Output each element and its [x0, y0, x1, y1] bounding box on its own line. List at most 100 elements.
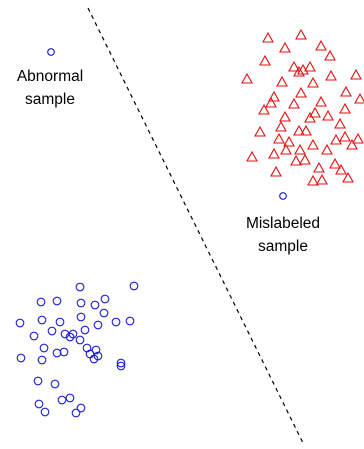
- triangle-point: [279, 41, 291, 53]
- circle-point: [116, 361, 126, 371]
- triangle-point: [309, 106, 321, 118]
- circle-point: [76, 298, 86, 308]
- circle-point: [57, 395, 67, 405]
- triangle-point: [276, 75, 288, 87]
- circle-point: [33, 376, 43, 386]
- triangle-point: [304, 111, 316, 123]
- circle-point: [75, 335, 85, 345]
- circle-point: [68, 329, 78, 339]
- triangle-point: [299, 153, 311, 165]
- circle-point: [59, 347, 69, 357]
- triangle-point: [283, 135, 295, 147]
- triangle-point: [297, 63, 309, 75]
- triangle-point: [321, 143, 333, 155]
- triangle-point: [334, 117, 346, 129]
- triangle-point: [307, 138, 319, 150]
- triangle-point: [268, 90, 280, 102]
- triangle-point: [258, 103, 270, 115]
- circle-point: [111, 317, 121, 327]
- triangle-point: [259, 54, 271, 66]
- triangle-point: [273, 132, 285, 144]
- circle-point: [93, 351, 103, 361]
- triangle-point: [346, 138, 358, 150]
- circle-point: [47, 326, 57, 336]
- triangle-point: [324, 49, 336, 61]
- circle-point: [116, 358, 126, 368]
- triangle-point: [293, 124, 305, 136]
- triangle-point: [325, 69, 337, 81]
- mislabeled-label-line-2: sample: [258, 238, 308, 255]
- triangle-point: [354, 92, 364, 104]
- triangle-point: [265, 96, 277, 108]
- circle-point: [65, 393, 75, 403]
- triangle-point: [339, 102, 351, 114]
- circle-point: [99, 308, 109, 318]
- triangle-point: [340, 85, 352, 97]
- circle-point: [29, 331, 39, 341]
- circle-point: [37, 315, 47, 325]
- circle-point: [91, 345, 101, 355]
- circle-point: [125, 316, 135, 326]
- triangle-point: [300, 124, 312, 136]
- triangle-point: [342, 171, 354, 183]
- circle-point: [36, 297, 46, 307]
- circle-point: [52, 348, 62, 358]
- triangle-point: [254, 125, 266, 137]
- triangle-point: [350, 68, 362, 80]
- triangle-point: [270, 165, 282, 177]
- triangle-point: [293, 65, 305, 77]
- decision-boundary: [87, 7, 304, 444]
- circle-point: [40, 407, 50, 417]
- triangle-point: [280, 143, 292, 155]
- circle-point: [34, 399, 44, 409]
- circle-point: [75, 282, 85, 292]
- circle-point: [71, 408, 81, 418]
- circle-point: [52, 296, 62, 306]
- circle-point: [76, 312, 86, 322]
- triangle-point: [288, 60, 300, 72]
- abnormal-label-line-1: Abnormal: [17, 68, 83, 85]
- triangle-point: [279, 110, 291, 122]
- triangle-point: [290, 154, 302, 166]
- triangle-point: [241, 72, 253, 84]
- circle-point: [37, 355, 47, 365]
- circle-point: [39, 343, 49, 353]
- triangle-point: [262, 31, 274, 43]
- mislabeled-sample-point: [279, 192, 287, 200]
- triangle-point: [339, 130, 351, 142]
- triangle-point: [322, 109, 334, 121]
- triangle-point: [330, 133, 342, 145]
- circle-point: [16, 353, 26, 363]
- triangle-point: [335, 163, 347, 175]
- triangle-point: [268, 147, 280, 159]
- circle-point: [50, 379, 60, 389]
- triangle-point: [315, 39, 327, 51]
- circle-point: [129, 281, 139, 291]
- triangle-point: [329, 157, 341, 169]
- circle-point: [90, 300, 100, 310]
- triangle-point: [304, 60, 316, 72]
- abnormal-label-line-2: sample: [25, 91, 75, 108]
- triangle-point: [307, 174, 319, 186]
- circle-point: [93, 320, 103, 330]
- triangle-point: [294, 143, 306, 155]
- triangle-point: [288, 97, 300, 109]
- triangle-point: [295, 28, 307, 40]
- circle-point: [100, 294, 110, 304]
- triangle-point: [307, 76, 319, 88]
- circle-point: [85, 349, 95, 359]
- triangle-point: [352, 132, 364, 144]
- abnormal-sample-point: [47, 48, 55, 56]
- triangle-point: [315, 95, 327, 107]
- circle-point: [65, 332, 75, 342]
- mislabeled-label-line-1: Mislabeled: [246, 215, 320, 232]
- circle-point: [15, 318, 25, 328]
- triangle-class-points: [241, 28, 364, 186]
- circle-point: [76, 403, 86, 413]
- circle-point: [80, 325, 90, 335]
- circle-class-points: [15, 281, 139, 418]
- triangle-point: [246, 150, 258, 162]
- triangle-point: [316, 173, 328, 185]
- triangle-point: [275, 120, 287, 132]
